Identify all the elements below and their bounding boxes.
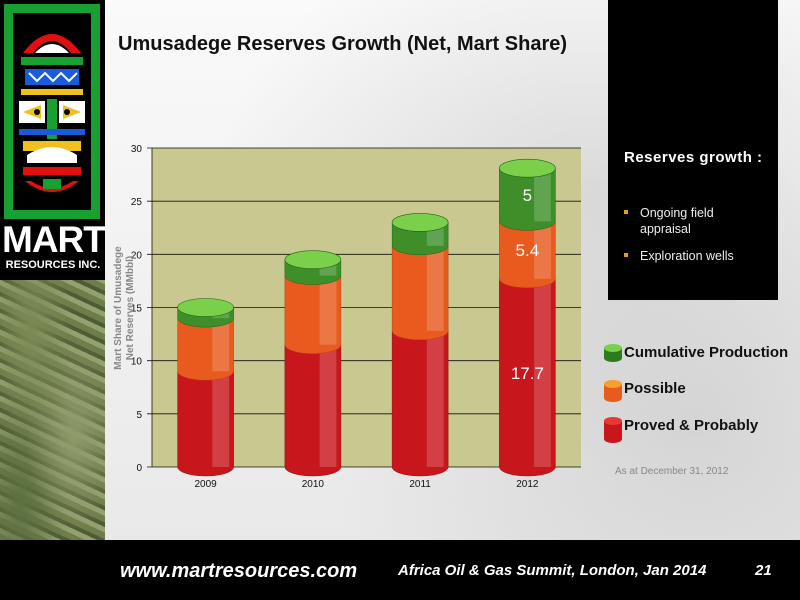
left-brand-strip: MART RESOURCES INC. <box>0 0 106 600</box>
bar-segment <box>499 167 556 231</box>
info-heading: Reserves growth : <box>624 149 763 166</box>
bar-highlight <box>319 275 337 345</box>
cylinder-orange-icon <box>604 380 622 402</box>
y-tick-label: 20 <box>131 250 143 261</box>
tribal-logo <box>4 4 100 219</box>
bar-segment <box>177 371 234 477</box>
legend-label: Proved & Probably <box>624 417 759 434</box>
bar-highlight <box>426 245 444 331</box>
y-tick-label: 10 <box>131 357 143 368</box>
y-tick-label: 25 <box>131 197 143 208</box>
tribal-mask-icon <box>19 34 85 192</box>
bar-segment <box>391 245 449 341</box>
bullet-text: Exploration wells <box>640 249 734 263</box>
terrain-image <box>0 280 105 540</box>
cylinder-green-icon <box>604 344 622 362</box>
reserves-info-box: Reserves growth : Ongoing field appraisa… <box>608 0 778 300</box>
logo-word: MART <box>2 219 106 260</box>
bar-highlight <box>534 221 551 279</box>
bullet-icon <box>624 210 628 214</box>
y-tick-label: 30 <box>131 144 143 155</box>
company-logo: MART RESOURCES INC. <box>2 219 106 272</box>
bar-segment <box>177 317 234 381</box>
footer-url-link[interactable]: www.martresources.com <box>120 560 358 582</box>
page-title: Umusadege Reserves Growth (Net, Mart Sha… <box>118 33 568 55</box>
bar-cap <box>284 250 342 269</box>
legend-label: Cumulative Production <box>624 344 789 361</box>
data-label: 5 <box>523 186 532 205</box>
footer-bar: www.martresources.com Africa Oil & Gas S… <box>105 540 800 600</box>
data-label: 5.4 <box>516 241 540 260</box>
y-tick-label: 15 <box>131 304 143 315</box>
bar-segment <box>284 344 342 477</box>
bar-highlight <box>319 344 337 467</box>
bar-highlight <box>534 278 551 467</box>
reserves-chart: 0 5 10 15 20 25 30 Mart Share of UmusadegeNet R… <box>113 144 581 490</box>
x-tick-label: 2011 <box>409 479 431 490</box>
page-number: 21 <box>755 562 772 579</box>
bar-cap <box>391 213 449 232</box>
bar-highlight <box>534 168 551 222</box>
y-tick-label: 0 <box>136 463 142 474</box>
y-tick-label: 5 <box>136 410 142 421</box>
plot-area: 0 5 10 15 20 25 30 Mart Share of UmusadegeNet R… <box>113 144 581 490</box>
legend-label: Possible <box>624 380 686 397</box>
bar-highlight <box>212 371 230 467</box>
bullet-icon <box>624 253 628 257</box>
y-axis-label: Mart Share of UmusadegeNet Reserves (MMb… <box>113 246 136 370</box>
bar-cap <box>499 158 556 178</box>
bar-segment <box>391 330 449 477</box>
x-tick-label: 2009 <box>195 479 218 490</box>
cylinder-red-icon <box>604 417 622 443</box>
bullet-text: Ongoing field appraisal <box>640 206 714 236</box>
bar-segment <box>499 278 556 477</box>
bar-highlight <box>426 330 444 467</box>
data-label: 17.7 <box>511 364 544 383</box>
bar-highlight <box>212 318 230 372</box>
bar-cap <box>177 298 234 317</box>
footnote: As at December 31, 2012 <box>615 466 729 477</box>
footer-event: Africa Oil & Gas Summit, London, Jan 201… <box>398 562 707 579</box>
bar-segment <box>499 221 556 289</box>
x-tick-label: 2012 <box>516 479 539 490</box>
bullet-item: Ongoing field appraisal <box>624 205 764 237</box>
bar-segment <box>284 275 342 354</box>
logo-subtitle: RESOURCES INC. <box>5 259 101 271</box>
x-tick-label: 2010 <box>302 479 325 490</box>
bullet-item: Exploration wells <box>624 248 764 264</box>
